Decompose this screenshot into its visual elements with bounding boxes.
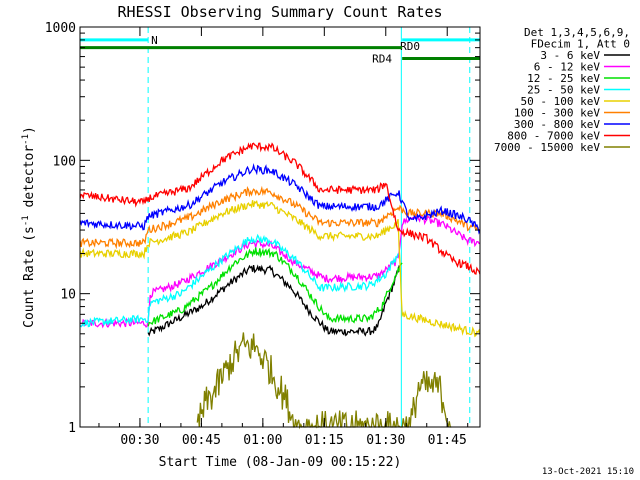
series-line-4 <box>79 200 481 338</box>
y-tick-label: 1 <box>68 421 76 436</box>
legend-entry-label-7: 800 - 7000 keV <box>507 130 600 143</box>
legend-entry-label-0: 3 - 6 keV <box>540 49 600 62</box>
annotation-label-1: RD0 <box>400 40 420 53</box>
y-axis-label-part: -1 <box>21 215 31 226</box>
series-line-6 <box>79 163 481 235</box>
y-tick-label: 100 <box>53 154 76 169</box>
y-axis-label-part: ) <box>22 126 37 134</box>
x-tick-label: 01:00 <box>243 433 282 448</box>
x-tick-label: 00:45 <box>182 433 221 448</box>
legend-entry-label-1: 6 - 12 keV <box>534 61 601 74</box>
y-axis-label: Count Rate (s-1 detector-1) <box>21 126 37 328</box>
legend-header-line: FDecim 1, Att 0 <box>531 38 630 51</box>
series-line-5 <box>79 185 481 250</box>
plot-frame <box>79 26 481 428</box>
legend-entry-label-5: 100 - 300 keV <box>514 107 600 120</box>
x-axis-label: Start Time (08-Jan-09 00:15:22) <box>159 455 402 470</box>
plot-area: N RD0 RD4 <box>79 27 481 430</box>
legend-entry-label-6: 300 - 800 keV <box>514 118 600 131</box>
legend-entry-label-4: 50 - 100 keV <box>521 95 601 108</box>
legend-entry-label-3: 25 - 50 keV <box>527 84 600 97</box>
series-line-0 <box>147 264 401 337</box>
legend-header-line: Det 1,3,4,5,6,9, <box>524 26 630 39</box>
x-axis: 00:30 00:45 01:00 01:15 01:30 01:45 <box>98 27 469 448</box>
x-tick-label: 01:15 <box>305 433 344 448</box>
y-tick-label: 10 <box>60 288 76 303</box>
chart-title: RHESSI Observing Summary Count Rates <box>117 3 442 21</box>
footer-timestamp: 13-Oct-2021 15:10 <box>542 467 634 477</box>
x-tick-label: 00:30 <box>120 433 159 448</box>
x-tick-label: 01:30 <box>366 433 405 448</box>
y-axis-label-part: detector <box>22 145 37 216</box>
annotation-label-0: N <box>151 34 158 47</box>
x-tick-label: 01:45 <box>428 433 467 448</box>
legend-entry-label-8: 7000 - 15000 keV <box>494 141 600 154</box>
series-line-7 <box>79 142 481 275</box>
annotation-label-2: RD4 <box>372 53 392 66</box>
series-line-2 <box>147 247 403 327</box>
y-axis-label-part: -1 <box>21 134 31 145</box>
y-axis: 1 10 100 1000 <box>45 21 480 436</box>
legend: Det 1,3,4,5,6,9,FDecim 1, Att 03 - 6 keV… <box>494 26 630 154</box>
series-line-3 <box>79 233 399 328</box>
y-tick-label: 1000 <box>45 21 76 36</box>
y-axis-label-part: Count Rate (s <box>22 226 37 328</box>
legend-entry-label-2: 12 - 25 keV <box>527 72 600 85</box>
